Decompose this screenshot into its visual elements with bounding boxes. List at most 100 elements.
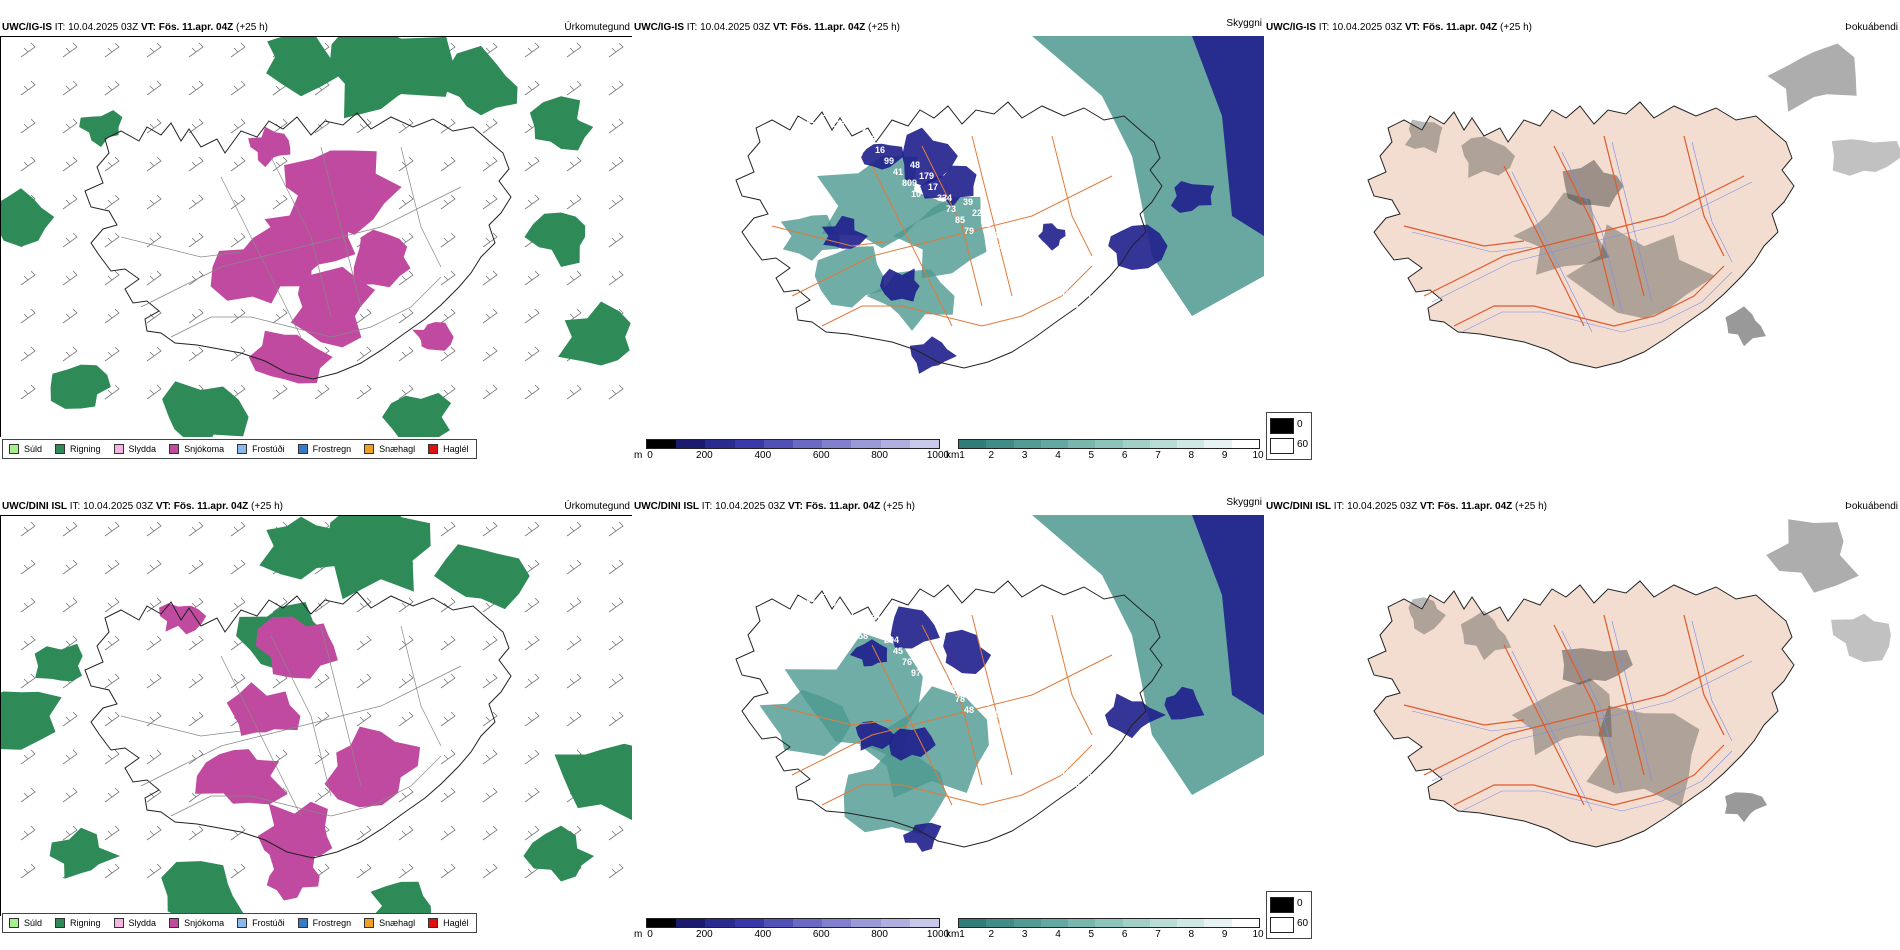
weather-area bbox=[248, 126, 291, 168]
cloud-base-label: 51 bbox=[1034, 735, 1044, 745]
road-line bbox=[1611, 141, 1653, 303]
cloud-base-label: 41 bbox=[893, 167, 903, 177]
weather-area bbox=[264, 193, 356, 282]
road-line bbox=[771, 704, 893, 726]
panel-type-label: Skyggni bbox=[1226, 497, 1262, 508]
precip-map bbox=[0, 515, 632, 916]
panel-type-label: Úrkomutegund bbox=[564, 22, 630, 33]
wind-barb bbox=[608, 559, 624, 575]
legend-swatch bbox=[9, 444, 19, 454]
road-line bbox=[120, 715, 242, 737]
legend-swatch bbox=[297, 444, 308, 454]
weather-area bbox=[759, 689, 852, 757]
colorbar-tick-label: 0 bbox=[647, 929, 653, 940]
weather-area bbox=[1, 691, 62, 750]
legend-swatch bbox=[364, 444, 375, 454]
wind-barb bbox=[230, 825, 246, 841]
fog-shading bbox=[1404, 43, 1900, 347]
cloud-base-label: 19 bbox=[805, 594, 815, 604]
cloud-base-label: 86 bbox=[946, 683, 956, 693]
cloud-base-label: 120 bbox=[1096, 304, 1111, 314]
cloud-base-label: 121 bbox=[822, 587, 837, 597]
wind-barb bbox=[398, 308, 414, 324]
legend-swatch bbox=[364, 918, 375, 928]
cloud-base-label: 48 bbox=[964, 705, 974, 715]
wind-barb bbox=[440, 346, 456, 362]
panel-type-label: Þokuábendi bbox=[1845, 501, 1898, 512]
legend-swatch bbox=[55, 918, 66, 928]
colorbar bbox=[646, 918, 940, 928]
colorbar-tick-label: 4 bbox=[1055, 929, 1061, 940]
cloud-base-label: 97 bbox=[911, 668, 921, 678]
road-line bbox=[791, 175, 1113, 297]
cloud-base-labels: 6419589748203874585976787912713629745866… bbox=[752, 557, 1133, 830]
wind-barb bbox=[188, 635, 204, 651]
colorbar-tick-label: 1000 bbox=[926, 929, 950, 940]
wind-barb bbox=[608, 711, 624, 727]
precip-panel-top: UWC/IG-IS IT: 10.04.2025 03Z VT: Fös. 11… bbox=[0, 12, 632, 462]
legend-item: Snjókoma bbox=[169, 918, 224, 928]
colorbar-unit: km bbox=[946, 929, 960, 940]
legend-item: Snæhagl bbox=[364, 918, 415, 928]
wind-barb bbox=[20, 559, 36, 575]
colorbar-tick-label: 3 bbox=[1021, 929, 1028, 940]
wind-barb bbox=[146, 559, 162, 575]
legend-label: Frostregn bbox=[312, 918, 352, 928]
legend-swatch bbox=[237, 918, 248, 928]
wind-barb bbox=[398, 711, 414, 727]
wind-barb bbox=[62, 711, 78, 727]
colorbar-tick-label: 3 bbox=[1021, 450, 1028, 461]
weather-area bbox=[248, 330, 333, 384]
road-line bbox=[1503, 644, 1585, 806]
road-line bbox=[1561, 151, 1623, 313]
wind-barb bbox=[20, 597, 36, 613]
wind-barb bbox=[272, 194, 288, 210]
road-line bbox=[1691, 620, 1733, 742]
weather-area bbox=[1170, 181, 1215, 213]
cloud-base-label: 78 bbox=[955, 694, 965, 704]
wind-barb bbox=[482, 787, 498, 803]
colorbar-segment bbox=[851, 919, 881, 927]
weather-area bbox=[412, 322, 454, 351]
wind-barb bbox=[608, 156, 624, 172]
weather-area bbox=[353, 229, 411, 288]
colorbar-tick-label: 0 bbox=[647, 450, 653, 461]
cloud-base-labels: 19 12 7 10 79 170 87 75 150 88 809 85 60 119 50 21 66 41 7… bbox=[752, 78, 1141, 355]
road-line bbox=[1411, 710, 1533, 732]
cloud-base-label: 104 bbox=[822, 108, 837, 118]
iceland-cloud-map: 6419589748203874585976787912713629745866… bbox=[735, 515, 1264, 852]
wind-barb bbox=[20, 749, 36, 765]
colorbar-segment bbox=[1040, 919, 1069, 927]
wind-barb bbox=[482, 194, 498, 210]
legend-label: Haglél bbox=[443, 918, 469, 928]
weather-area bbox=[434, 544, 530, 610]
wind-barb bbox=[566, 270, 582, 286]
legend-label: Snjókoma bbox=[184, 444, 225, 454]
road-line bbox=[1431, 181, 1753, 303]
road-line bbox=[871, 165, 953, 327]
weather-area bbox=[558, 301, 631, 366]
wind-barb bbox=[356, 673, 372, 689]
wind-barb bbox=[398, 863, 414, 879]
wind-barb bbox=[398, 156, 414, 172]
cloud-base-label: 7 bbox=[858, 152, 863, 162]
colorbar-tick-label: 6 bbox=[1121, 450, 1128, 461]
cloud-base-label: 87 bbox=[1070, 300, 1080, 310]
legend-swatch bbox=[169, 918, 180, 928]
colorbar-segment bbox=[1040, 440, 1069, 448]
cloud-base-label: 16 bbox=[875, 145, 885, 155]
cloud-base-label: 59 bbox=[849, 620, 859, 630]
wind-barb bbox=[146, 42, 162, 58]
road-line bbox=[1461, 750, 1733, 812]
wind-barb bbox=[62, 232, 78, 248]
cloud-base-label: 96 bbox=[999, 241, 1009, 251]
legend-swatch bbox=[237, 444, 248, 454]
cloud-base-label: 70 bbox=[778, 82, 788, 92]
wind-barb bbox=[398, 346, 414, 362]
cloud-base-label: 39 bbox=[963, 197, 973, 207]
cloud-base-label: 79 bbox=[964, 226, 974, 236]
iceland-cloud-map: 19 12 7 10 79 170 87 75 150 88 809 85 60 119 50 21 66 41 7… bbox=[735, 36, 1264, 374]
cloud-base-label: 56 bbox=[813, 97, 823, 107]
legend-label: Súld bbox=[24, 444, 43, 454]
wind-barb bbox=[608, 863, 624, 879]
